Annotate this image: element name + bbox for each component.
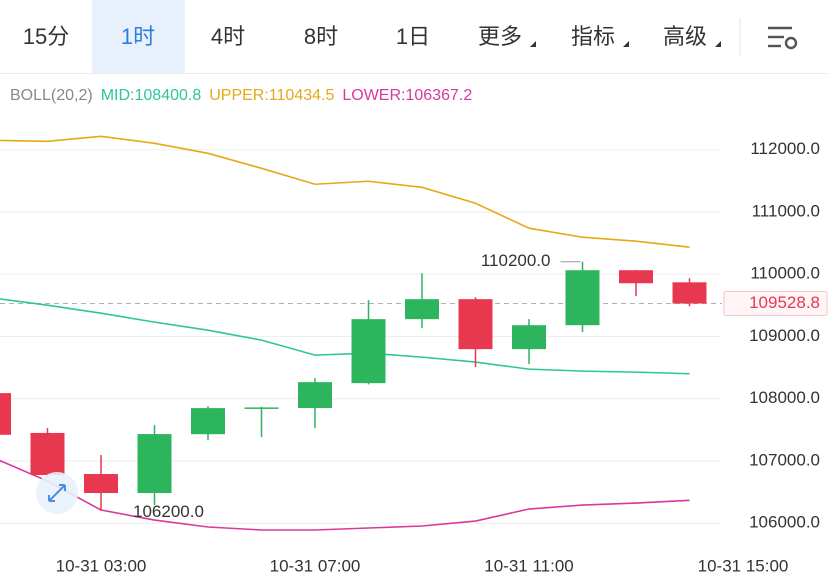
expand-button[interactable] — [36, 472, 78, 514]
candle-body — [191, 408, 225, 435]
y-tick-label: 111000.0 — [752, 201, 820, 220]
tab[interactable]: 1时 — [121, 24, 155, 49]
tab[interactable]: 1日 — [396, 24, 430, 49]
tab[interactable]: 4时 — [211, 24, 245, 49]
y-axis: 106000.0 107000.0 108000.0 109000.0 110000.0… — [723, 139, 828, 532]
y-tick-label: 106000.0 — [749, 513, 820, 532]
candle-body — [565, 270, 600, 326]
settings-icon[interactable] — [768, 26, 798, 50]
y-tick-label: 107000.0 — [749, 450, 820, 469]
candle-body — [244, 407, 279, 409]
legend-entry: MID:108400.8 — [101, 87, 202, 104]
candle-body — [298, 382, 332, 409]
candle-body — [351, 319, 386, 384]
plot: 110200.0 106200.0 — [0, 135, 707, 531]
candle-body — [405, 299, 439, 320]
indicator-legend: BOLL(20,2) MID:108400.8 UPPER:110434.5 LOWE… — [10, 87, 472, 104]
dropdown-caret — [623, 41, 629, 47]
candle-body — [512, 325, 546, 350]
x-tick-label: 10-31 15:00 — [698, 556, 789, 575]
x-tick-label: 10-31 03:00 — [56, 556, 147, 575]
candle-body — [84, 474, 118, 494]
tab[interactable]: 8时 — [304, 24, 338, 49]
low-label: 106200.0 — [133, 502, 204, 521]
candle-body — [458, 299, 493, 350]
tab[interactable]: 更多 — [478, 24, 522, 49]
candle-body — [137, 434, 172, 494]
active-tab-bg — [92, 0, 185, 73]
last-price-box — [723, 291, 828, 317]
legend-entry: UPPER:110434.5 — [209, 87, 334, 104]
candle-body — [672, 282, 707, 304]
x-axis: 10-31 03:00 10-31 07:00 10-31 11:00 10-31 1… — [56, 556, 789, 575]
tab[interactable]: 指标 — [571, 24, 615, 49]
y-tick-label: 108000.0 — [749, 388, 820, 407]
boll-line — [0, 459, 690, 531]
x-tick-label: 10-31 11:00 — [484, 556, 573, 575]
grid — [0, 149, 722, 524]
x-tick-label: 10-31 07:00 — [270, 556, 361, 575]
legend-entry: LOWER:106367.2 — [342, 87, 472, 104]
tab-bar: 15分 1时 4时 8时 1日 更多 指标 高级 — [23, 0, 721, 73]
high-label: 110200.0 — [481, 251, 551, 270]
y-tick-label: 109000.0 — [749, 326, 820, 345]
y-tick-label: 112000.0 — [750, 139, 820, 158]
boll-line — [0, 298, 690, 375]
candle-body — [30, 432, 65, 476]
tab[interactable]: 高级 — [663, 24, 707, 49]
candle-body — [0, 393, 11, 435]
dropdown-caret — [530, 41, 536, 47]
y-tick-label: 110000.0 — [750, 264, 820, 283]
dropdown-caret — [715, 41, 721, 47]
candle-body — [619, 270, 653, 284]
indicator-legend-text: BOLL(20,2) MID:108400.8 UPPER:110434.5 LOWE… — [10, 87, 472, 104]
boll-line — [0, 135, 690, 248]
legend-entry: BOLL(20,2) — [10, 87, 93, 104]
tab[interactable]: 15分 — [23, 24, 69, 49]
last-price-label: 109528.8 — [749, 293, 820, 312]
